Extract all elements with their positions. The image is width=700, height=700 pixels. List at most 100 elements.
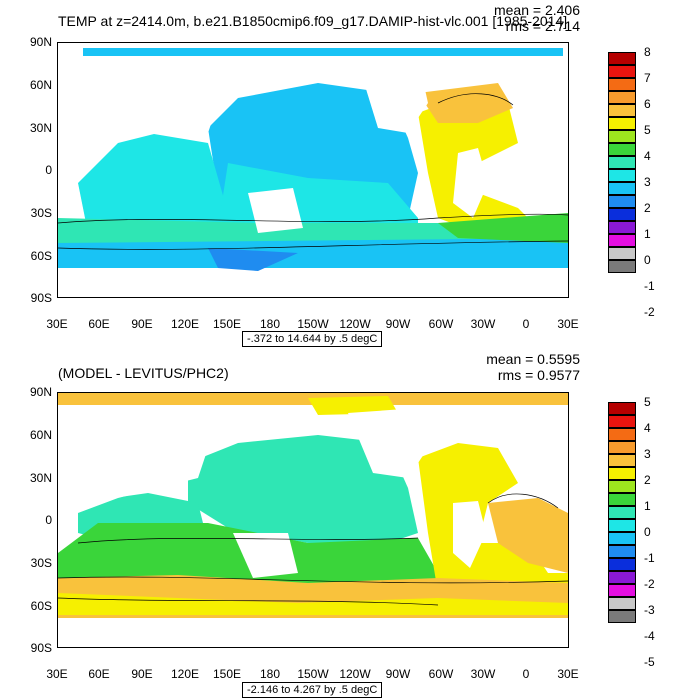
top-colorbar — [608, 52, 636, 286]
colorbar-tick-label: -2 — [644, 305, 655, 319]
bottom-lon-label: 150E — [212, 667, 242, 681]
colorbar-tick-label: 0 — [644, 525, 651, 539]
bottom-lon-label: 150W — [297, 667, 329, 681]
top-lat-label: 90N — [29, 35, 52, 49]
top-lat-label: 30S — [30, 206, 52, 220]
colorbar-tick-label: 7 — [644, 71, 651, 85]
top-lon-label: 60W — [428, 317, 454, 331]
top-lon-label: 30E — [557, 317, 579, 331]
bottom-map-plot — [57, 392, 569, 648]
colorbar-swatch — [608, 597, 636, 610]
colorbar-tick-label: 0 — [644, 253, 651, 267]
colorbar-swatch — [608, 441, 636, 454]
colorbar-swatch — [608, 195, 636, 208]
top-lat-label: 30N — [29, 121, 52, 135]
top-map-field — [58, 43, 568, 297]
bottom-lon-label: 60W — [428, 667, 454, 681]
top-lat-label: 90S — [30, 291, 52, 305]
colorbar-swatch — [608, 169, 636, 182]
colorbar-tick-label: 4 — [644, 149, 651, 163]
colorbar-swatch — [608, 558, 636, 571]
colorbar-swatch — [608, 52, 636, 65]
colorbar-tick-label: 2 — [644, 201, 651, 215]
top-lon-label: 150E — [212, 317, 242, 331]
colorbar-tick-label: 5 — [644, 395, 651, 409]
colorbar-tick-label: 1 — [644, 499, 651, 513]
bottom-lat-label: 30N — [29, 471, 52, 485]
colorbar-swatch — [608, 584, 636, 597]
bottom-lon-label: 0 — [522, 667, 530, 681]
colorbar-swatch — [608, 428, 636, 441]
bottom-lat-label: 60N — [29, 428, 52, 442]
top-lon-label: 150W — [297, 317, 329, 331]
colorbar-swatch — [608, 156, 636, 169]
top-lat-label: 60S — [30, 249, 52, 263]
colorbar-swatch — [608, 506, 636, 519]
top-lon-label: 180 — [259, 317, 281, 331]
colorbar-swatch — [608, 104, 636, 117]
bottom-lon-label: 120W — [339, 667, 371, 681]
colorbar-tick-label: 3 — [644, 447, 651, 461]
bottom-rms-value: rms = 0.9577 — [497, 367, 580, 383]
top-lon-label: 30E — [46, 317, 68, 331]
colorbar-swatch — [608, 480, 636, 493]
colorbar-swatch — [608, 402, 636, 415]
top-lat-label: 60N — [29, 78, 52, 92]
colorbar-swatch — [608, 260, 636, 273]
top-lon-label: 90W — [385, 317, 411, 331]
bottom-lon-label: 60E — [88, 667, 110, 681]
colorbar-swatch — [608, 610, 636, 623]
bottom-lat-label: 90N — [29, 385, 52, 399]
top-lon-label: 0 — [522, 317, 530, 331]
colorbar-tick-label: -1 — [644, 279, 655, 293]
colorbar-tick-label: 5 — [644, 123, 651, 137]
colorbar-tick-label: -5 — [644, 655, 655, 669]
bottom-lat-label: 60S — [30, 599, 52, 613]
top-lon-label: 120W — [339, 317, 371, 331]
bottom-lat-label: 30S — [30, 556, 52, 570]
colorbar-swatch — [608, 78, 636, 91]
bottom-lat-label: 0 — [45, 513, 52, 527]
colorbar-swatch — [608, 545, 636, 558]
colorbar-swatch — [608, 117, 636, 130]
bottom-lon-label: 90E — [131, 667, 153, 681]
colorbar-swatch — [608, 467, 636, 480]
bottom-lon-label: 30E — [46, 667, 68, 681]
colorbar-tick-label: 1 — [644, 227, 651, 241]
colorbar-tick-label: 4 — [644, 421, 651, 435]
bottom-colorbar — [608, 402, 636, 636]
bottom-lon-label: 30W — [470, 667, 496, 681]
bottom-mean-value: mean = 0.5595 — [486, 351, 580, 367]
colorbar-swatch — [608, 532, 636, 545]
bottom-lon-label: 90W — [385, 667, 411, 681]
colorbar-swatch — [608, 65, 636, 78]
colorbar-tick-label: -4 — [644, 629, 655, 643]
colorbar-tick-label: -2 — [644, 577, 655, 591]
colorbar-swatch — [608, 234, 636, 247]
colorbar-swatch — [608, 130, 636, 143]
top-lon-label: 120E — [170, 317, 200, 331]
colorbar-swatch — [608, 208, 636, 221]
top-mean-value: mean = 2.406 — [493, 2, 580, 18]
bottom-map-field — [58, 393, 568, 647]
bottom-map-title: (MODEL - LEVITUS/PHC2) — [58, 365, 229, 381]
bottom-lon-label: 180 — [259, 667, 281, 681]
colorbar-tick-label: 3 — [644, 175, 651, 189]
bottom-lon-label: 120E — [170, 667, 200, 681]
top-lon-label: 90E — [131, 317, 153, 331]
top-map-plot — [57, 42, 569, 298]
top-rms-value: rms = 2.714 — [505, 18, 580, 34]
colorbar-swatch — [608, 221, 636, 234]
colorbar-swatch — [608, 182, 636, 195]
colorbar-tick-label: 2 — [644, 473, 651, 487]
colorbar-swatch — [608, 519, 636, 532]
colorbar-swatch — [608, 143, 636, 156]
top-map-title: TEMP at z=2414.0m, b.e21.B1850cmip6.f09_… — [58, 13, 568, 29]
colorbar-tick-label: -1 — [644, 551, 655, 565]
colorbar-tick-label: 6 — [644, 97, 651, 111]
top-lat-label: 0 — [45, 163, 52, 177]
colorbar-swatch — [608, 571, 636, 584]
colorbar-swatch — [608, 454, 636, 467]
bottom-lon-label: 30E — [557, 667, 579, 681]
colorbar-swatch — [608, 91, 636, 104]
